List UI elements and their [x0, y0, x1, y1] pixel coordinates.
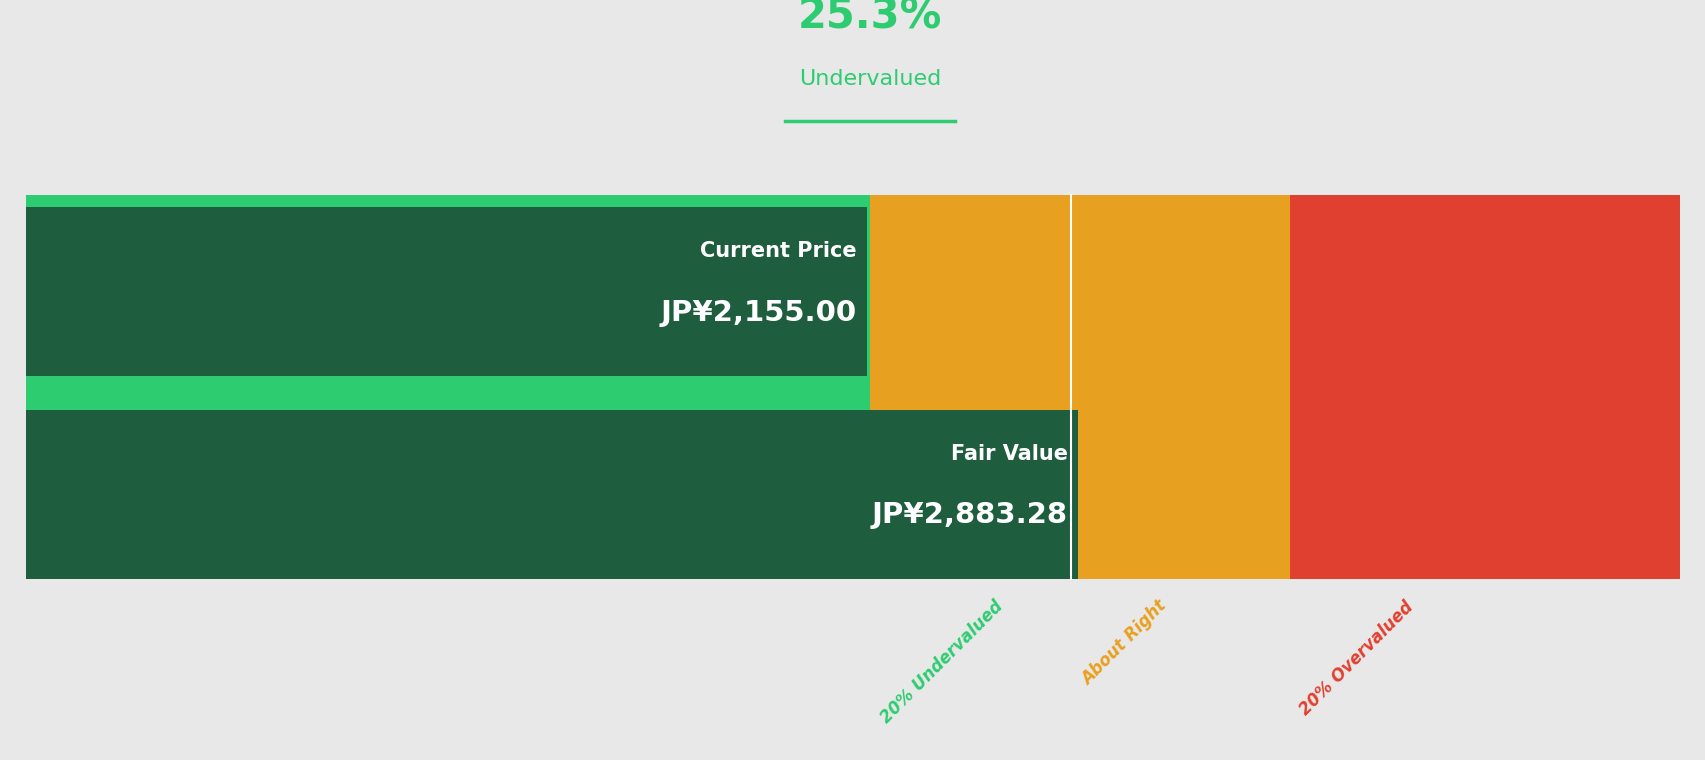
- Bar: [1289, 195, 1679, 579]
- Bar: [26, 195, 870, 579]
- Text: 20% Undervalued: 20% Undervalued: [876, 597, 1006, 727]
- Text: Undervalued: Undervalued: [798, 69, 941, 89]
- Text: Fair Value: Fair Value: [950, 444, 1067, 464]
- Text: JP¥2,883.28: JP¥2,883.28: [871, 501, 1067, 529]
- Text: 20% Overvalued: 20% Overvalued: [1296, 597, 1417, 718]
- Text: About Right: About Right: [1078, 597, 1170, 689]
- Text: JP¥2,155.00: JP¥2,155.00: [660, 299, 856, 327]
- Bar: [870, 195, 1289, 579]
- Text: Current Price: Current Price: [699, 241, 856, 261]
- Bar: [26, 410, 1078, 579]
- Bar: [26, 207, 866, 376]
- Text: 25.3%: 25.3%: [798, 0, 941, 37]
